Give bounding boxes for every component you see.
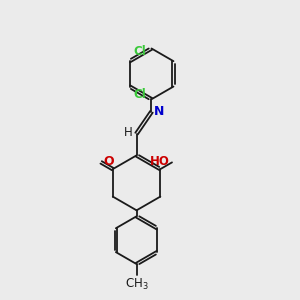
Text: Cl: Cl	[133, 88, 146, 101]
Text: HO: HO	[150, 155, 170, 168]
Text: N: N	[154, 105, 164, 118]
Text: H: H	[124, 126, 133, 139]
Text: CH$_3$: CH$_3$	[125, 277, 148, 292]
Text: Cl: Cl	[133, 45, 146, 58]
Text: O: O	[103, 155, 114, 168]
